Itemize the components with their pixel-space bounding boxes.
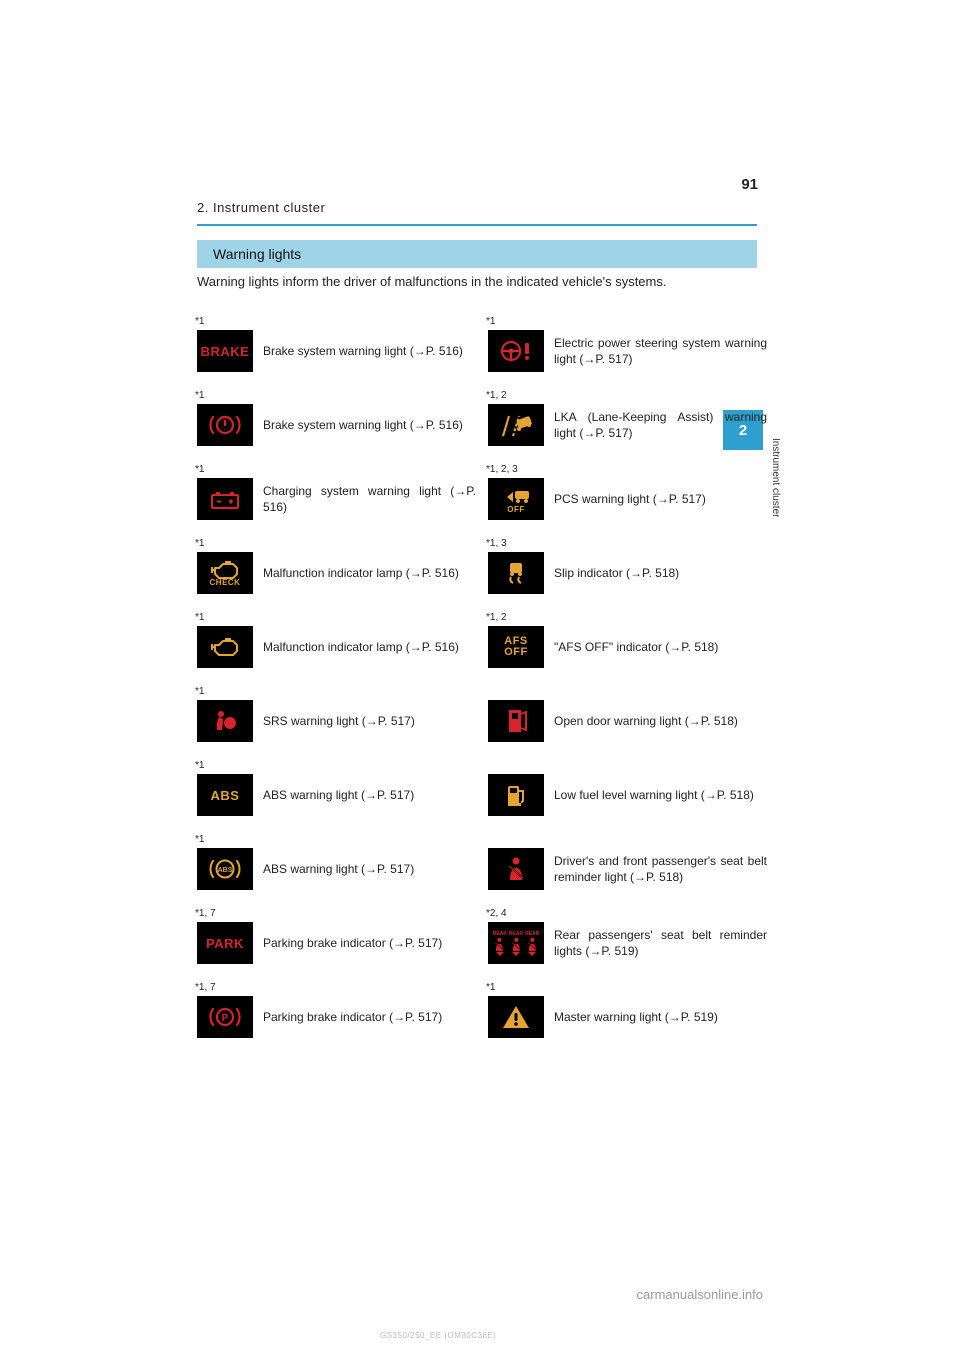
warning-table-col-left: *1 BRAKE Brake system warning light (→P. 5…	[197, 314, 476, 1054]
warning-row: *1 ABS ABS warning light (→P. 517)	[197, 758, 476, 832]
ABS-text-amber-icon: ABS	[197, 774, 253, 816]
warning-description: Malfunction indicator lamp (→P. 516)	[263, 565, 476, 581]
PARK-text-red-icon: PARK	[197, 922, 253, 964]
section-heading: Warning lights	[197, 240, 757, 268]
abs-circ-amber-icon: ABS	[197, 848, 253, 890]
footer-link[interactable]: carmanualsonline.info	[637, 1287, 763, 1302]
warning-description: Parking brake indicator (→P. 517)	[263, 935, 476, 951]
warning-description: Open door warning light (→P. 518)	[554, 713, 767, 729]
warning-table-col-right: *1 Electric power steering system warnin…	[488, 314, 767, 1054]
warning-description: Slip indicator (→P. 518)	[554, 565, 767, 581]
warning-description: Driver's and front passenger's seat belt…	[554, 853, 767, 885]
section-rule	[197, 224, 757, 226]
footnote-marker: *1	[195, 538, 204, 549]
footnote-marker: *1, 2	[486, 390, 507, 401]
warning-description: Electric power steering system warning l…	[554, 335, 767, 367]
page-number: 91	[741, 176, 758, 193]
warning-row: *1 Master warning light (→P. 519)	[488, 980, 767, 1054]
footnote-marker: *1, 3	[486, 538, 507, 549]
footnote-marker: *1, 2	[486, 612, 507, 623]
fuel-amber-icon	[488, 774, 544, 816]
door-red-icon	[488, 700, 544, 742]
warning-table: *1 BRAKE Brake system warning light (→P. 5…	[197, 314, 767, 1054]
chapter-tab-label: Instrument cluster	[770, 438, 781, 456]
manual-page: 91 2. Instrument cluster 2 Instrument cl…	[0, 0, 960, 1358]
footnote-marker: *1	[195, 612, 204, 623]
eps-red-icon	[488, 330, 544, 372]
footnote-marker: *1	[195, 390, 204, 401]
warning-row: *1 ABS ABS warning light (→P. 517)	[197, 832, 476, 906]
warning-row: *1, 7 P Parking brake indicator (→P. 517…	[197, 980, 476, 1054]
footnote-marker: *1, 2, 3	[486, 464, 518, 475]
lka-amber-icon	[488, 404, 544, 446]
warning-row: *1 Electric power steering system warnin…	[488, 314, 767, 388]
intro-text: Warning lights inform the driver of malf…	[197, 274, 757, 289]
svg-text:P: P	[222, 1013, 229, 1024]
seatbelt-red-icon	[488, 848, 544, 890]
park-circ-red-icon: P	[197, 996, 253, 1038]
warning-description: "AFS OFF" indicator (→P. 518)	[554, 639, 767, 655]
warning-description: Low fuel level warning light (→P. 518)	[554, 787, 767, 803]
battery-red-icon	[197, 478, 253, 520]
footnote-marker: *1	[195, 834, 204, 845]
footnote-marker: *1	[195, 464, 204, 475]
warning-row: *2, 4 REAR REAR REAR Rear passeng	[488, 906, 767, 980]
warning-row: Driver's and front passenger's seat belt…	[488, 832, 767, 906]
warning-row: *1 Brake system warning light (→P. 516)	[197, 388, 476, 462]
footnote-marker: *1	[195, 316, 204, 327]
warning-row: *1, 2 AFSOFF "AFS OFF" indicator (→P. 518)	[488, 610, 767, 684]
warning-description: SRS warning light (→P. 517)	[263, 713, 476, 729]
warning-description: Malfunction indicator lamp (→P. 516)	[263, 639, 476, 655]
footnote-marker: *1	[486, 982, 495, 993]
engine-amber-icon	[197, 626, 253, 668]
footnote-marker: *2, 4	[486, 908, 507, 919]
footnote-marker: *1, 7	[195, 982, 216, 993]
BRAKE-text-red-icon: BRAKE	[197, 330, 253, 372]
warning-description: Master warning light (→P. 519)	[554, 1009, 767, 1025]
warning-row: *1, 2, 3 OFF PCS warning light (→P. 517)	[488, 462, 767, 536]
warning-row: *1 Charging system warning light (→P. 51…	[197, 462, 476, 536]
master-warn-icon	[488, 996, 544, 1038]
pcs-off-amber-icon: OFF	[488, 478, 544, 520]
warning-row: *1, 7 PARK Parking brake indicator (→P. 51…	[197, 906, 476, 980]
breadcrumb: 2. Instrument cluster	[197, 200, 325, 215]
engine-check-amber-icon: CHECK	[197, 552, 253, 594]
warning-row: *1, 3 Slip indicator (→P. 518)	[488, 536, 767, 610]
brake-circ-red-icon	[197, 404, 253, 446]
warning-description: PCS warning light (→P. 517)	[554, 491, 767, 507]
warning-row: *1 SRS warning light (→P. 517)	[197, 684, 476, 758]
warning-description: Rear passengers' seat belt reminder ligh…	[554, 927, 767, 959]
rear-belts-red-icon: REAR REAR REAR	[488, 922, 544, 964]
warning-row: Open door warning light (→P. 518)	[488, 684, 767, 758]
warning-description: Charging system warning light (→P. 516)	[263, 483, 476, 515]
slip-amber-icon	[488, 552, 544, 594]
svg-text:ABS: ABS	[218, 867, 233, 874]
warning-description: Parking brake indicator (→P. 517)	[263, 1009, 476, 1025]
warning-row: *1, 2 LKA (Lane-Keeping Assist) warning …	[488, 388, 767, 462]
AFS-OFF-text-icon: AFSOFF	[488, 626, 544, 668]
warning-row: *1 Malfunction indicator lamp (→P. 516)	[197, 610, 476, 684]
warning-description: Brake system warning light (→P. 516)	[263, 343, 476, 359]
footnote-marker: *1	[486, 316, 495, 327]
warning-description: ABS warning light (→P. 517)	[263, 787, 476, 803]
warning-description: LKA (Lane-Keeping Assist) warning light …	[554, 409, 767, 441]
footnote-marker: *1	[195, 760, 204, 771]
footer-model: GS350/250_EE (OM30C36E)	[380, 1331, 496, 1340]
section-heading-text: Warning lights	[213, 246, 301, 262]
warning-row: *1 CHECK Malfunction indicator lamp (→P. …	[197, 536, 476, 610]
footnote-marker: *1, 7	[195, 908, 216, 919]
warning-row: Low fuel level warning light (→P. 518)	[488, 758, 767, 832]
footnote-marker: *1	[195, 686, 204, 697]
warning-description: Brake system warning light (→P. 516)	[263, 417, 476, 433]
airbag-red-icon	[197, 700, 253, 742]
warning-row: *1 BRAKE Brake system warning light (→P. 5…	[197, 314, 476, 388]
warning-description: ABS warning light (→P. 517)	[263, 861, 476, 877]
